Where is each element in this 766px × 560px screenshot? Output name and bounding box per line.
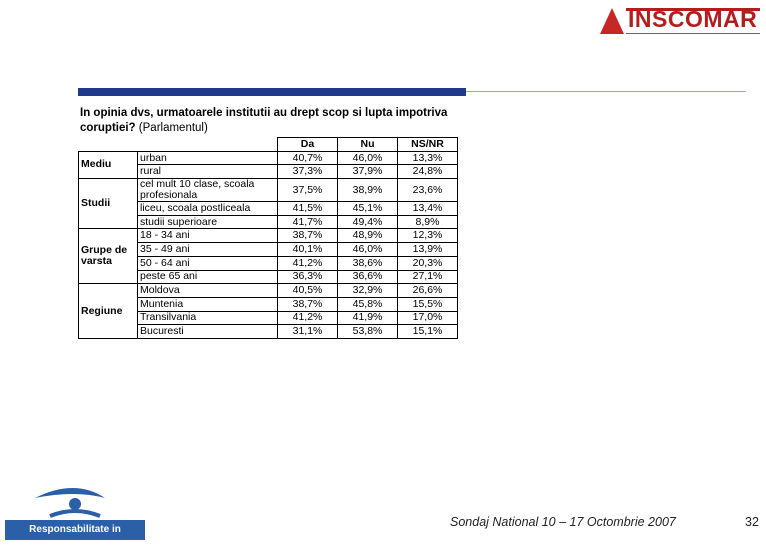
row: liceu, scoala postliceala 41,5% 45,1% 13,4% bbox=[79, 201, 458, 216]
row: studii superioare 41,7% 49,4% 8,9% bbox=[79, 214, 458, 230]
cell: 53,8% bbox=[337, 324, 398, 339]
row: peste 65 ani 36,3% 36,6% 27,1% bbox=[79, 269, 458, 285]
cell: 40,5% bbox=[277, 283, 338, 298]
cell: 13,4% bbox=[397, 201, 458, 216]
row: Grupe de varsta 18 - 34 ani 38,7% 48,9% 12,3… bbox=[78, 228, 458, 285]
slide: INSCOMAR In opinia dvs, urmatoarele inst… bbox=[5, 6, 760, 555]
row: Transilvania 41,2% 41,9% 17,0% bbox=[79, 310, 458, 326]
subgroup-label: 35 - 49 ani bbox=[137, 242, 278, 257]
row: Bucuresti 31,1% 53,8% 15,1% bbox=[79, 324, 458, 339]
cell: 40,7% bbox=[277, 150, 338, 166]
results-table: Da Nu NS/NR Mediu urban 40,7% 46,0% 13,3% rural 3… bbox=[78, 137, 458, 339]
subgroup-label: studii superioare bbox=[137, 214, 278, 230]
cell: 41,9% bbox=[337, 310, 398, 326]
blank bbox=[79, 138, 278, 152]
cell: 46,0% bbox=[337, 150, 398, 166]
subgroup-label: cel mult 10 clase, scoala profesionala bbox=[137, 178, 278, 203]
group-label: Mediu bbox=[78, 150, 138, 180]
cell: 41,2% bbox=[277, 310, 338, 326]
cell: 46,0% bbox=[337, 242, 398, 257]
cell: 38,6% bbox=[337, 255, 398, 271]
row: Studii cel mult 10 clase, scoala profesio… bbox=[78, 178, 458, 230]
cell: 8,9% bbox=[397, 214, 458, 230]
subgroup-label: Moldova bbox=[137, 283, 278, 298]
rule bbox=[466, 91, 746, 92]
cell: 13,3% bbox=[397, 150, 458, 166]
cell: 36,6% bbox=[337, 269, 398, 285]
footer-text: Sondaj National 10 – 17 Octombrie 2007 bbox=[450, 515, 676, 529]
cell: 36,3% bbox=[277, 269, 338, 285]
subgroup-label: Muntenia bbox=[137, 296, 278, 312]
title-bar bbox=[78, 88, 466, 96]
cell: 37,9% bbox=[337, 164, 398, 180]
cell: 45,8% bbox=[337, 296, 398, 312]
group-label: Regiune bbox=[78, 283, 138, 339]
cell: 12,3% bbox=[397, 228, 458, 244]
subgroup-label: Bucuresti bbox=[137, 324, 278, 339]
row: Muntenia 38,7% 45,8% 15,5% bbox=[79, 296, 458, 312]
subgroup-label: Transilvania bbox=[137, 310, 278, 326]
subgroup-label: urban bbox=[137, 150, 278, 166]
row: 50 - 64 ani 41,2% 38,6% 20,3% bbox=[79, 255, 458, 271]
cell: 13,9% bbox=[397, 242, 458, 257]
subgroup-label: peste 65 ani bbox=[137, 269, 278, 285]
column-header: Da bbox=[277, 137, 338, 152]
subgroup-label: liceu, scoala postliceala bbox=[137, 201, 278, 216]
question-text: In opinia dvs, urmatoarele institutii au… bbox=[80, 107, 448, 134]
cell: 20,3% bbox=[397, 255, 458, 271]
cell: 15,1% bbox=[397, 324, 458, 339]
footer-logo-graphic bbox=[35, 488, 105, 518]
group-label: Studii bbox=[78, 178, 138, 230]
question: In opinia dvs, urmatoarele institutii au… bbox=[80, 106, 460, 136]
subgroup-label: 50 - 64 ani bbox=[137, 255, 278, 271]
cell: 41,5% bbox=[277, 201, 338, 216]
subgroup-label: 18 - 34 ani bbox=[137, 228, 278, 244]
row: Mediu urban 40,7% 46,0% 13,3% bbox=[78, 150, 458, 180]
subgroup-label: rural bbox=[137, 164, 278, 180]
cell: 26,6% bbox=[397, 283, 458, 298]
cell: 37,5% bbox=[277, 178, 338, 203]
row: Regiune Moldova 40,5% 32,9% 26,6% bbox=[78, 283, 458, 339]
cell: 49,4% bbox=[337, 214, 398, 230]
cell: 17,0% bbox=[397, 310, 458, 326]
footer-logo-text: Responsabilitate in Democratie bbox=[5, 520, 145, 555]
cell: 27,1% bbox=[397, 269, 458, 285]
cell: 37,3% bbox=[277, 164, 338, 180]
cell: 48,9% bbox=[337, 228, 398, 244]
cell: 23,6% bbox=[397, 178, 458, 203]
cell: 41,2% bbox=[277, 255, 338, 271]
header-row: Da Nu NS/NR bbox=[79, 137, 458, 152]
cell: 40,1% bbox=[277, 242, 338, 257]
row: 35 - 49 ani 40,1% 46,0% 13,9% bbox=[79, 242, 458, 257]
cell: 38,9% bbox=[337, 178, 398, 203]
cell: 31,1% bbox=[277, 324, 338, 339]
cell: 38,7% bbox=[277, 296, 338, 312]
logo-text: INSCOMAR bbox=[628, 6, 758, 32]
page-number: 32 bbox=[745, 515, 759, 529]
question-note: (Parlamentul) bbox=[138, 122, 208, 134]
group-label: Grupe de varsta bbox=[78, 228, 138, 285]
column-header: NS/NR bbox=[397, 137, 458, 152]
cell: 38,7% bbox=[277, 228, 338, 244]
column-header: Nu bbox=[337, 137, 398, 152]
cell: 41,7% bbox=[277, 214, 338, 230]
cell: 15,5% bbox=[397, 296, 458, 312]
logo-graphic bbox=[600, 8, 760, 34]
cell: 32,9% bbox=[337, 283, 398, 298]
cell: 24,8% bbox=[397, 164, 458, 180]
cell: 45,1% bbox=[337, 201, 398, 216]
